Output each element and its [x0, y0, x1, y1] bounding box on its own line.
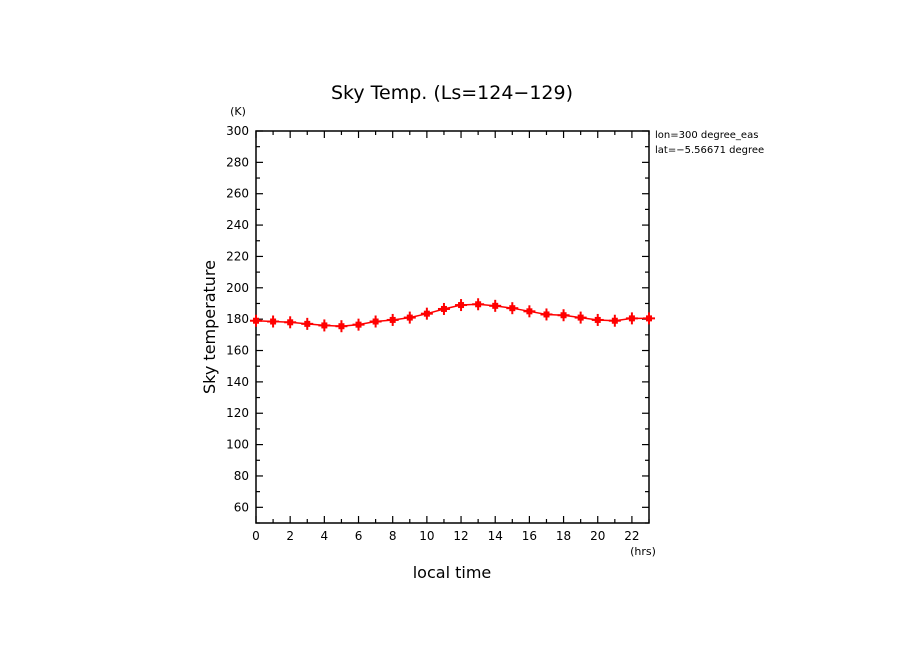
data-point-box [526, 308, 533, 315]
data-point [352, 318, 365, 331]
x-tick-label: 14 [488, 529, 503, 543]
data-point [608, 314, 621, 327]
data-point-box [475, 301, 482, 308]
data-point [472, 298, 485, 311]
data-point-box [389, 316, 396, 323]
data-point [437, 302, 450, 315]
y-tick-label: 100 [226, 438, 249, 452]
plot-frame [255, 130, 650, 524]
data-point [369, 315, 382, 328]
x-tick-label: 10 [419, 529, 434, 543]
y-axis-label: Sky temperature [200, 260, 219, 394]
series-group [250, 298, 655, 333]
data-point [455, 299, 468, 312]
data-point [643, 312, 655, 325]
data-point-box [628, 315, 635, 322]
x-tick-label: 20 [590, 529, 605, 543]
data-point-box [270, 318, 277, 325]
y-tick-label: 220 [226, 249, 249, 263]
x-tick-label: 4 [321, 529, 329, 543]
y-tick-label: 240 [226, 218, 249, 232]
x-tick-label: 12 [453, 529, 468, 543]
data-point [574, 311, 587, 324]
y-tick-label: 80 [234, 469, 249, 483]
data-point-box [509, 305, 516, 312]
y-tick-label: 260 [226, 187, 249, 201]
data-point-box [423, 310, 430, 317]
data-point [420, 307, 433, 320]
x-tick-label: 2 [286, 529, 294, 543]
data-point [557, 309, 570, 322]
data-point [267, 315, 280, 328]
data-point-box [492, 302, 499, 309]
chart-title: Sky Temp. (Ls=124−129) [331, 82, 573, 104]
data-point [403, 311, 416, 324]
data-point-box [287, 319, 294, 326]
data-point [386, 313, 399, 326]
data-point-box [560, 312, 567, 319]
x-tick-label: 8 [389, 529, 397, 543]
x-tick-label: 0 [252, 529, 260, 543]
data-point-box [646, 315, 652, 322]
y-axis-unit: (K) [230, 105, 246, 118]
data-point-box [440, 305, 447, 312]
data-point-box [458, 302, 465, 309]
y-tick-label: 60 [234, 500, 249, 514]
y-tick-label: 300 [226, 124, 249, 138]
y-tick-label: 120 [226, 406, 249, 420]
data-point [489, 299, 502, 312]
y-tick-label: 160 [226, 344, 249, 358]
data-point-box [355, 321, 362, 328]
data-point-box [304, 320, 311, 327]
data-point-box [577, 314, 584, 321]
data-point [506, 302, 519, 315]
y-tick-label: 140 [226, 375, 249, 389]
x-axis-label: local time [413, 563, 492, 582]
y-tick-label: 180 [226, 312, 249, 326]
data-point [335, 320, 348, 333]
data-point-box [611, 317, 618, 324]
x-tick-label: 18 [556, 529, 571, 543]
data-point [591, 313, 604, 326]
y-tick-label: 280 [226, 155, 249, 169]
annotation-longitude: lon=300 degree_eas [655, 130, 758, 141]
data-point [625, 312, 638, 325]
x-tick-label: 6 [355, 529, 363, 543]
data-point-box [338, 323, 345, 330]
data-point-box [372, 318, 379, 325]
x-tick-label: 22 [624, 529, 639, 543]
annotation-latitude: lat=−5.56671 degree [655, 145, 764, 156]
y-tick-label: 200 [226, 281, 249, 295]
axis-ticks: 60 80 100 120 140 160 180 200 220 240 260 280 300 0 2 4… [226, 124, 650, 543]
x-axis-unit: (hrs) [630, 545, 656, 558]
data-point [250, 314, 262, 327]
data-point [523, 305, 536, 318]
x-tick-label: 16 [522, 529, 537, 543]
data-point [301, 317, 314, 330]
data-point [284, 316, 297, 329]
series-line [255, 303, 649, 327]
data-point-box [253, 317, 259, 324]
data-point-box [321, 322, 328, 329]
data-point-box [543, 311, 550, 318]
data-point-box [406, 314, 413, 321]
data-point [318, 319, 331, 332]
data-point-box [594, 316, 601, 323]
data-point [540, 308, 553, 321]
